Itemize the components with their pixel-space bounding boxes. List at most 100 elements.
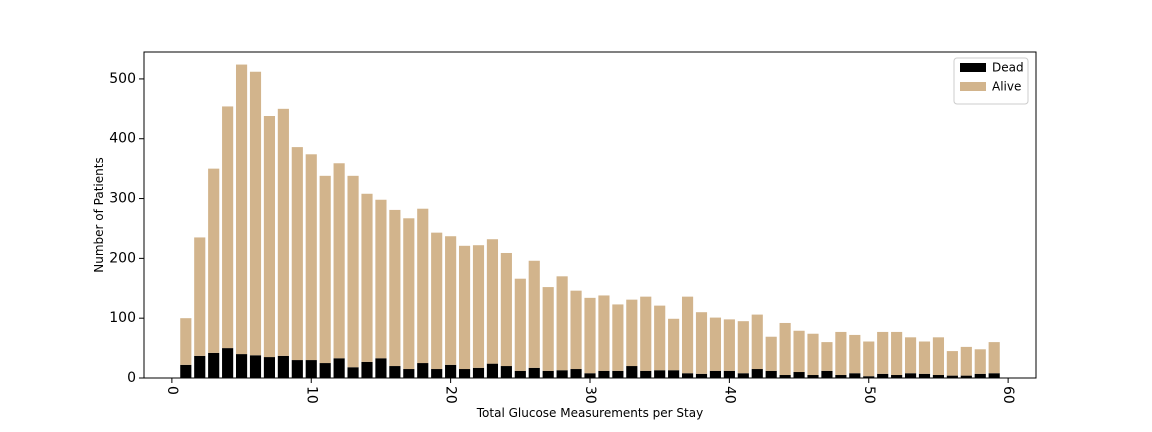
bar-dead-59 (988, 373, 1000, 378)
x-tick-label-30: 30 (582, 386, 598, 404)
bar-alive-32 (612, 304, 624, 371)
bar-dead-19 (431, 369, 443, 378)
bar-dead-27 (542, 370, 554, 378)
bar-dead-28 (556, 370, 568, 378)
bar-dead-10 (305, 360, 317, 378)
bar-dead-1 (180, 364, 192, 378)
bar-dead-3 (208, 352, 220, 378)
bar-alive-12 (333, 163, 345, 359)
bar-dead-48 (835, 375, 847, 378)
bar-dead-8 (277, 355, 289, 378)
bar-alive-49 (849, 334, 861, 374)
bar-alive-54 (918, 341, 931, 374)
bar-dead-30 (584, 373, 596, 378)
bar-alive-43 (765, 336, 777, 371)
bar-dead-36 (668, 370, 680, 378)
bar-dead-22 (472, 367, 485, 378)
bar-alive-50 (863, 341, 875, 377)
bar-alive-1 (180, 318, 192, 365)
bar-dead-12 (333, 358, 345, 378)
bar-alive-18 (417, 208, 429, 364)
bar-alive-10 (305, 154, 317, 361)
bar-dead-20 (445, 364, 457, 378)
bar-dead-6 (249, 355, 262, 378)
bar-alive-19 (431, 232, 443, 370)
bar-dead-46 (807, 375, 819, 378)
bar-dead-25 (514, 370, 526, 378)
bar-dead-39 (709, 370, 722, 378)
bar-alive-57 (960, 346, 972, 376)
bar-alive-26 (528, 260, 540, 368)
bar-alive-39 (709, 317, 722, 371)
bar-alive-38 (695, 312, 708, 374)
bar-alive-6 (249, 71, 262, 356)
bar-alive-41 (737, 321, 749, 374)
bar-alive-31 (598, 295, 610, 371)
bar-dead-15 (375, 358, 387, 378)
bar-alive-45 (793, 330, 805, 373)
x-axis: 0 10 20 30 40 50 60 (164, 378, 1016, 404)
bar-alive-17 (403, 218, 415, 370)
bar-alive-37 (681, 296, 694, 374)
bar-alive-51 (877, 331, 889, 374)
bar-alive-46 (807, 333, 819, 376)
bar-dead-51 (877, 373, 889, 378)
bar-alive-53 (904, 337, 917, 374)
bar-alive-56 (946, 351, 958, 376)
bar-dead-26 (528, 367, 540, 378)
bar-dead-4 (222, 348, 234, 378)
legend: Dead Alive (953, 57, 1029, 105)
bar-dead-33 (626, 366, 638, 378)
bar-alive-5 (235, 64, 248, 355)
bar-dead-7 (263, 357, 276, 378)
bar-dead-35 (654, 370, 666, 378)
bar-alive-59 (988, 342, 1000, 374)
bar-alive-55 (932, 337, 945, 376)
x-tick-label-50: 50 (861, 386, 877, 404)
bar-dead-16 (389, 366, 401, 378)
bar-dead-50 (863, 376, 875, 378)
bar-dead-14 (361, 361, 373, 378)
y-tick-label-300: 300 (109, 191, 136, 207)
bar-dead-23 (486, 363, 499, 378)
bar-alive-8 (277, 108, 289, 356)
bar-alive-11 (319, 175, 331, 364)
bar-alive-4 (222, 106, 234, 349)
legend-label-dead: Dead (992, 61, 1024, 75)
bar-alive-33 (626, 299, 638, 367)
bar-alive-44 (779, 322, 791, 376)
bar-alive-22 (472, 245, 485, 368)
bar-alive-52 (891, 331, 903, 376)
y-tick-label-200: 200 (109, 250, 136, 266)
bar-alive-9 (291, 147, 303, 361)
bar-alive-30 (584, 297, 596, 374)
bar-dead-42 (751, 369, 763, 378)
bar-dead-44 (779, 375, 791, 378)
bar-dead-53 (904, 373, 917, 378)
bar-alive-21 (458, 245, 471, 370)
y-axis-label: Number of Patients (92, 157, 106, 272)
x-tick-label-10: 10 (303, 386, 319, 404)
legend-label-alive: Alive (992, 80, 1021, 94)
y-tick-label-400: 400 (109, 131, 136, 147)
bar-alive-24 (500, 252, 512, 367)
bar-dead-13 (347, 367, 359, 378)
bar-dead-9 (291, 360, 303, 378)
bar-alive-20 (445, 236, 457, 365)
bar-alive-47 (821, 342, 833, 371)
bar-dead-18 (417, 363, 429, 378)
bar-alive-58 (974, 349, 986, 374)
bar-dead-31 (598, 370, 610, 378)
bar-alive-2 (194, 237, 206, 356)
bars-layer (180, 64, 1000, 378)
bar-alive-40 (723, 319, 735, 371)
bar-dead-38 (695, 373, 708, 378)
bar-dead-17 (403, 369, 415, 378)
bar-dead-34 (640, 370, 652, 378)
legend-swatch-dead (960, 63, 986, 72)
y-axis: 0 100 200 300 400 500 (109, 71, 144, 386)
bar-alive-42 (751, 314, 763, 370)
x-tick-label-20: 20 (443, 386, 459, 404)
bar-alive-23 (486, 239, 499, 364)
bar-dead-43 (765, 370, 777, 378)
